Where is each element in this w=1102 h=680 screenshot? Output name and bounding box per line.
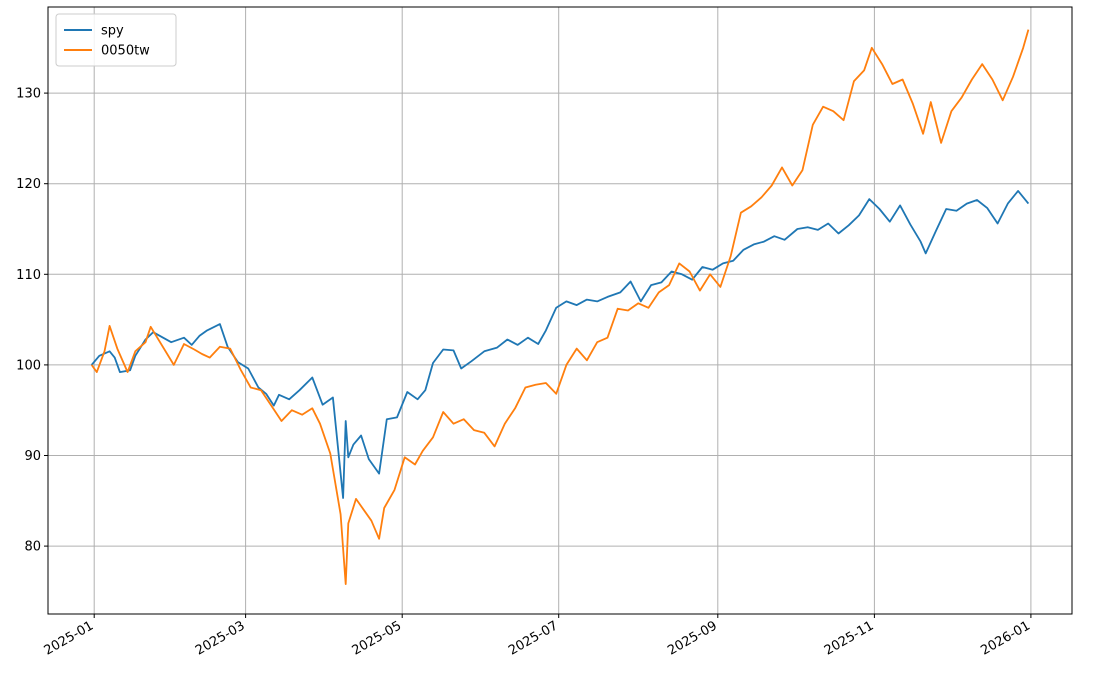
x-axis-ticks: 2025-01 2025-03 2025-05 2025-07 2025-09 2025-… (42, 614, 1033, 659)
y-tick-label: 130 (16, 87, 41, 102)
y-tick-label: 90 (24, 449, 41, 464)
y-tick-label: 120 (16, 177, 41, 192)
series-line-0050tw (90, 29, 1030, 585)
series-line-spy (90, 189, 1030, 499)
plot-background (48, 7, 1072, 614)
y-tick-label: 100 (16, 358, 41, 373)
x-tick-label: 2025-03 (193, 618, 248, 658)
x-tick-label: 2025-11 (822, 618, 877, 658)
legend-box (55, 13, 177, 67)
x-tick-label: 2025-01 (42, 618, 97, 658)
legend-label-0050tw: 0050tw (101, 44, 150, 59)
x-tick-label: 2025-07 (506, 618, 561, 658)
series-lines (90, 29, 1030, 585)
x-tick-label: 2026-01 (978, 618, 1033, 658)
legend: spy 0050tw (55, 13, 177, 67)
y-tick-label: 80 (24, 540, 41, 555)
y-axis-ticks: 80 90 100 110 120 130 (16, 87, 48, 555)
legend-label-spy: spy (101, 24, 124, 39)
y-tick-label: 110 (16, 268, 41, 283)
x-tick-label: 2025-05 (350, 618, 405, 658)
plot-frame (47, 6, 1073, 615)
grid-lines (48, 7, 1072, 614)
x-tick-label: 2025-09 (665, 618, 720, 658)
